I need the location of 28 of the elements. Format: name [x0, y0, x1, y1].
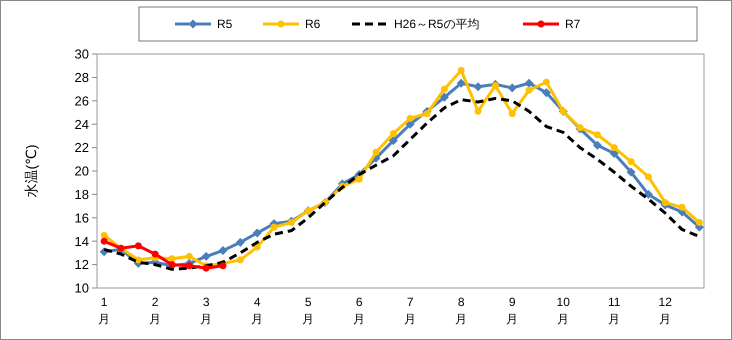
- x-tick-label: 12 月: [658, 295, 672, 326]
- y-tick-label: 16: [74, 210, 89, 226]
- x-tick-label: 10 月: [556, 295, 570, 326]
- x-tick-label: 2 月: [149, 295, 162, 326]
- x-tick-label: 3 月: [200, 295, 212, 326]
- x-tick-label: 11 月: [608, 295, 621, 326]
- x-tick-label: 4 月: [251, 295, 264, 326]
- x-tick-label: 5 月: [302, 295, 314, 326]
- y-tick-label: 26: [74, 93, 89, 108]
- legend-label: R5: [217, 17, 233, 32]
- y-tick-label: 24: [74, 116, 89, 132]
- x-tick-label: 6 月: [353, 295, 366, 326]
- x-tick-label: 9 月: [506, 295, 518, 326]
- y-tick-label: 12: [74, 257, 89, 272]
- y-axis-title: 水温(℃): [23, 144, 39, 198]
- legend-label: R6: [305, 17, 321, 32]
- y-tick-label: 14: [74, 234, 89, 249]
- y-tick-label: 22: [74, 140, 89, 156]
- legend-label: H26～R5の平均: [394, 17, 480, 32]
- y-tick-label: 10: [74, 280, 89, 296]
- y-tick-label: 30: [74, 46, 89, 62]
- y-tick-label: 20: [74, 164, 89, 179]
- x-tick-label: 7 月: [404, 295, 416, 326]
- x-tick-label: 8 月: [455, 295, 468, 326]
- y-tick-label: 28: [74, 70, 89, 85]
- y-tick-label: 18: [74, 186, 89, 202]
- legend-label: R7: [565, 17, 581, 32]
- x-tick-label: 1 月: [98, 295, 110, 326]
